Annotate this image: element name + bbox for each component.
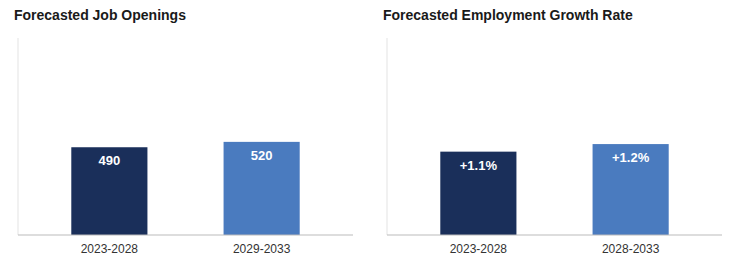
bar xyxy=(224,142,300,235)
x-axis-line xyxy=(18,235,353,236)
y-range-line xyxy=(387,38,388,235)
panel: Forecasted Job Openings 490 520 2023-2028 20… xyxy=(14,7,353,256)
chart-root: Forecasted Job Openings 490 520 2023-2028 20… xyxy=(0,0,736,267)
data-label: +1.1% xyxy=(460,158,498,173)
x-tick-label: 2023-2028 xyxy=(81,242,139,256)
title: Forecasted Job Openings xyxy=(14,7,186,23)
data-label: 490 xyxy=(99,153,121,168)
y-range-line xyxy=(18,38,19,235)
x-tick-label: 2023-2028 xyxy=(450,242,508,256)
bars xyxy=(440,144,668,235)
x-tick-label: 2028-2033 xyxy=(602,242,660,256)
data-label: +1.2% xyxy=(612,150,650,165)
title: Forecasted Employment Growth Rate xyxy=(383,7,633,23)
bar xyxy=(440,152,516,235)
x-axis-line xyxy=(387,235,722,236)
panel: Forecasted Employment Growth Rate +1.1% +1… xyxy=(383,7,722,256)
bar xyxy=(593,144,669,235)
x-tick-label: 2029-2033 xyxy=(233,242,291,256)
bars xyxy=(71,142,299,235)
figure: Forecasted Job Openings 490 520 2023-2028 20… xyxy=(0,0,736,267)
data-label: 520 xyxy=(251,148,273,163)
bar xyxy=(71,147,147,235)
